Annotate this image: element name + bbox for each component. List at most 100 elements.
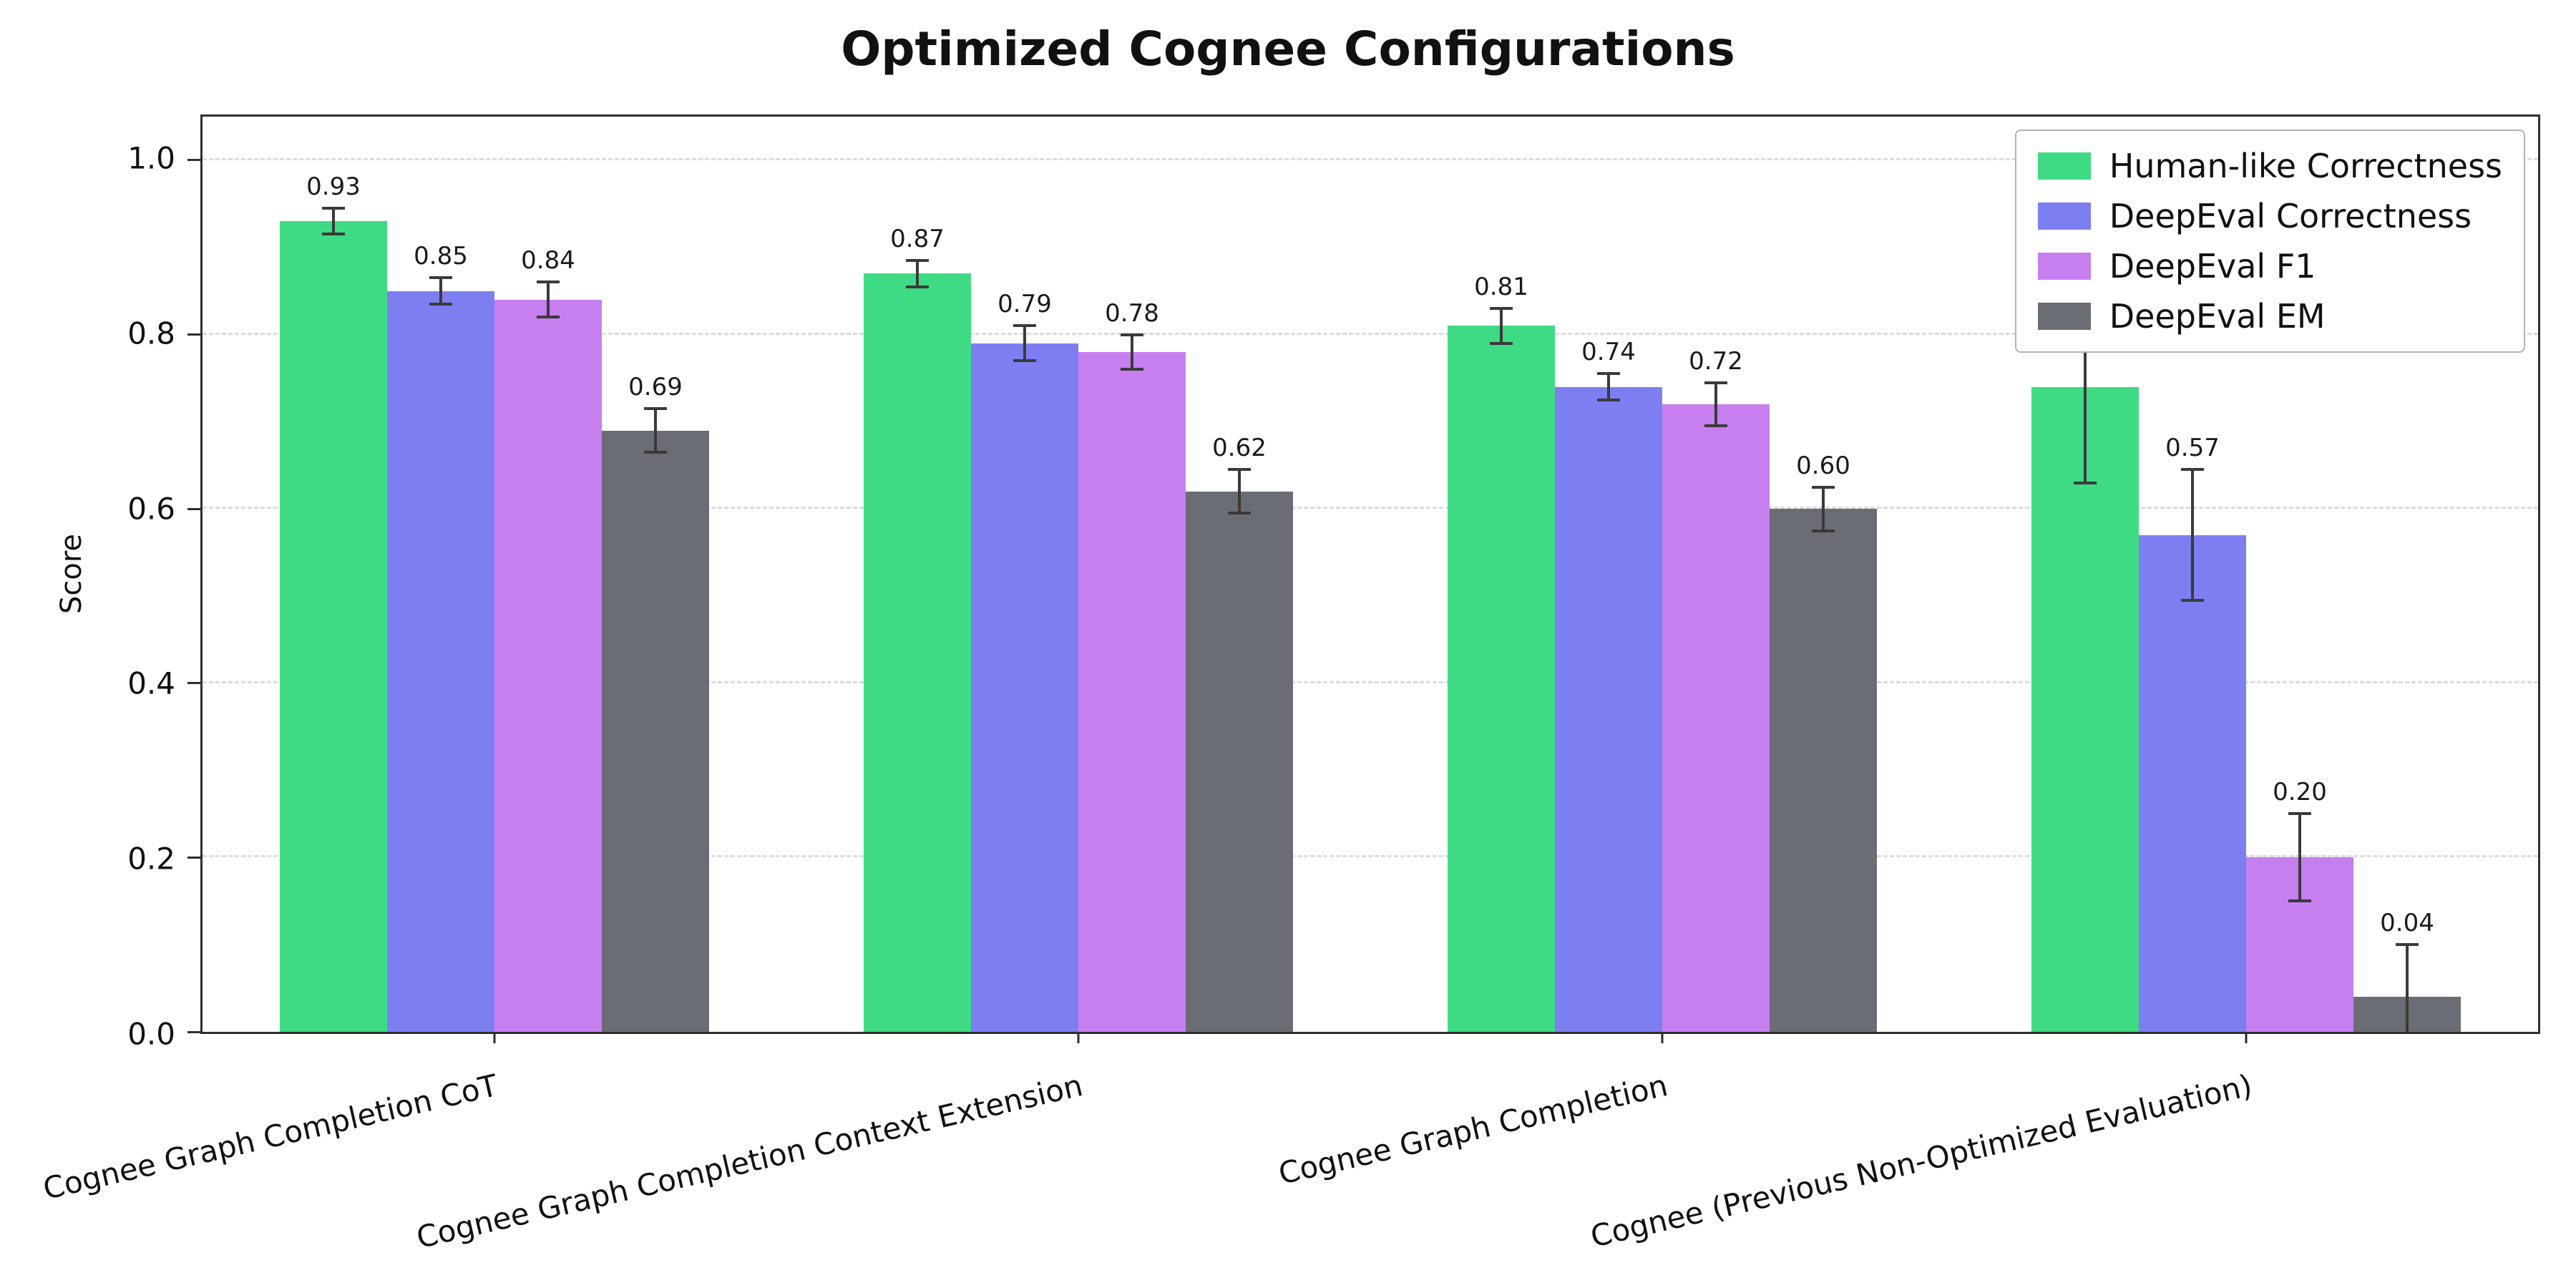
legend-label: DeepEval EM: [2109, 297, 2326, 336]
x-tick-label: Cognee Graph Completion CoT: [39, 1068, 501, 1206]
gridline: [203, 157, 2538, 160]
error-bar: [332, 208, 335, 235]
y-tick-mark: [187, 682, 200, 685]
error-bar-cap-bottom: [1597, 398, 1620, 401]
legend-swatch: [2037, 152, 2091, 180]
error-bar-cap-top: [906, 259, 929, 262]
bar-value-label: 0.20: [2273, 778, 2327, 807]
x-tick-mark: [493, 1032, 496, 1043]
bar-value-label: 0.60: [1796, 451, 1850, 480]
error-bar-cap-top: [1121, 333, 1143, 336]
y-tick-mark: [187, 1030, 200, 1033]
error-bar: [2406, 945, 2409, 1032]
bar-slot: 0.81: [1448, 117, 1555, 1032]
bar: [1662, 404, 1770, 1032]
error-bar-cap-bottom: [1228, 512, 1251, 515]
error-bar-cap-top: [1597, 372, 1620, 376]
bar: [280, 221, 387, 1032]
bar: [1186, 491, 1293, 1032]
bar-group: 0.81 0.74 0.72 0.60: [1370, 117, 1954, 1032]
error-bar: [1023, 326, 1026, 361]
error-bar-cap-bottom: [2181, 599, 2204, 602]
bar: [602, 430, 709, 1032]
error-bar-cap-top: [322, 206, 345, 210]
error-bar-cap-bottom: [429, 302, 452, 306]
gridline: [203, 680, 2538, 683]
bar-value-label: 0.81: [1474, 272, 1528, 301]
error-bar-cap-top: [2181, 468, 2204, 472]
bar: [1448, 326, 1555, 1032]
error-bar-cap-bottom: [906, 285, 929, 288]
bar: [2031, 386, 2139, 1032]
bar-slot: 0.72: [1662, 117, 1770, 1032]
x-tick-label: Cognee Graph Completion Context Extensio…: [413, 1068, 1086, 1256]
error-bar-cap-bottom: [2074, 481, 2097, 484]
bar-group: 0.87 0.79 0.78 0.62: [786, 117, 1370, 1032]
y-tick-label: 0.6: [127, 491, 175, 527]
bar: [1770, 509, 1877, 1032]
error-bar: [2191, 469, 2194, 601]
x-tick-label: Cognee Graph Completion: [1274, 1068, 1671, 1191]
error-bar-cap-bottom: [1704, 424, 1727, 428]
bar-group: 0.93 0.85 0.84 0.69: [203, 117, 786, 1032]
error-bar-cap-top: [1228, 468, 1251, 472]
error-bar: [2298, 814, 2301, 902]
bar: [2139, 535, 2246, 1032]
error-bar-cap-bottom: [537, 316, 560, 319]
bar-slot: 0.74: [2031, 117, 2139, 1032]
gridline: [203, 855, 2538, 858]
bar-groups: 0.93 0.85 0.84 0.69 0.87 0.79 0.78 0.62 0.81 0.74…: [203, 117, 2538, 1032]
bar: [1555, 386, 1662, 1032]
bar-slot: 0.69: [602, 117, 709, 1032]
bar-slot: 0.87: [864, 117, 971, 1032]
bar: [864, 273, 971, 1032]
error-bar-cap-bottom: [2288, 899, 2311, 903]
legend-item: DeepEval F1: [2037, 247, 2502, 286]
bar: [494, 299, 602, 1032]
bar-slot: 0.60: [1770, 117, 1877, 1032]
bar-value-label: 0.87: [890, 225, 945, 253]
gridline: [203, 332, 2538, 335]
y-tick-mark: [187, 333, 200, 336]
bar-value-label: 0.79: [997, 290, 1052, 319]
bar-slot: 0.20: [2246, 117, 2353, 1032]
gridline: [203, 507, 2538, 509]
error-bar-cap-bottom: [1013, 359, 1036, 363]
bar-value-label: 0.78: [1105, 298, 1159, 328]
x-tick-mark: [2245, 1032, 2248, 1043]
error-bar-cap-bottom: [322, 233, 345, 236]
bar-value-label: 0.85: [414, 242, 468, 271]
y-tick-label: 0.0: [127, 1016, 175, 1052]
legend-swatch: [2037, 303, 2091, 330]
legend: Human-like Correctness DeepEval Correctne…: [2014, 130, 2525, 353]
bar-slot: 0.62: [1186, 117, 1293, 1032]
error-bar-cap-top: [1812, 485, 1835, 489]
x-tick-mark: [1077, 1032, 1080, 1043]
error-bar: [1822, 487, 1825, 531]
chart-title: Optimized Cognee Configurations: [841, 21, 1735, 77]
error-bar: [916, 260, 919, 287]
error-bar-cap-bottom: [644, 450, 667, 454]
bar-slot: 0.85: [387, 117, 494, 1032]
bar-value-label: 0.93: [306, 172, 361, 201]
y-tick-mark: [187, 159, 200, 162]
bar-slot: 0.78: [1078, 117, 1186, 1032]
bar-slot: 0.04: [2353, 117, 2461, 1032]
y-axis-tick-labels: 0.0 0.2 0.4 0.6 0.8 1.0: [64, 114, 175, 1052]
error-bar-cap-bottom: [1812, 529, 1835, 532]
error-bar-cap-top: [537, 280, 560, 284]
error-bar: [654, 409, 657, 452]
y-tick-mark: [187, 856, 200, 859]
error-bar-cap-top: [2396, 943, 2419, 947]
error-bar: [1500, 308, 1503, 343]
error-bar-cap-top: [644, 407, 667, 411]
bar-slot: 0.93: [280, 117, 387, 1032]
bar-group: 0.74 0.57 0.20 0.04: [1954, 117, 2538, 1032]
error-bar: [1238, 469, 1241, 514]
error-bar-cap-bottom: [1490, 341, 1513, 345]
legend-swatch: [2037, 253, 2091, 280]
bar-value-label: 0.04: [2380, 909, 2434, 938]
error-bar: [439, 278, 442, 304]
x-tick-label: Cognee (Previous Non-Optimized Evaluatio…: [1587, 1068, 2256, 1254]
legend-swatch: [2037, 203, 2091, 230]
